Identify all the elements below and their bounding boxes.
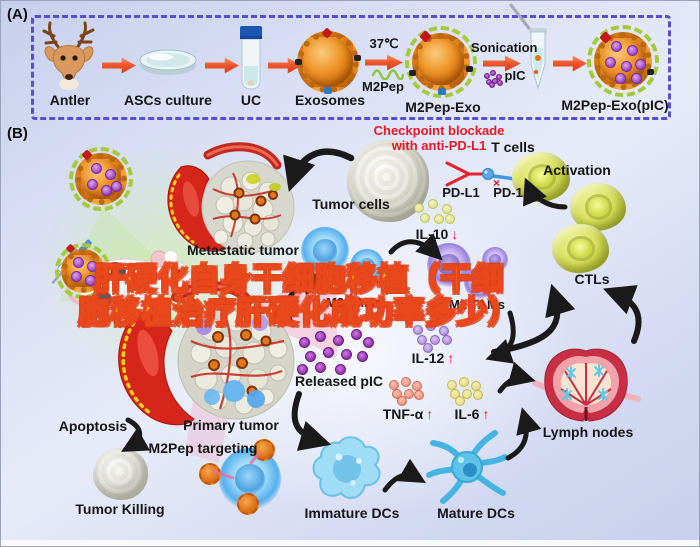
metastatic-tumor-label: Metastatic tumor [186,242,300,258]
lymph-nodes-icon [532,348,641,422]
checkpoint-blockade-label-line1: Checkpoint blockade [373,123,505,138]
released-pic-label: Released pIC [295,373,383,389]
step-label-uc: UC [240,92,262,108]
m2pep-label: M2Pep [362,79,404,94]
pic-label: pIC [504,68,526,83]
step-label-m2pep-exo-pic: M2Pep-Exo(pIC) [561,97,669,113]
exosome-icon [295,27,361,94]
injected-exosome-icon-1 [69,147,133,211]
centrifuge-tube-icon [240,26,262,90]
panel-b-tag: (B) [7,125,28,142]
panel-a-tag: (A) [7,6,28,23]
immature-dcs-label: Immature DCs [304,505,400,521]
t-cells-label: T cells [491,139,535,155]
pd-1-label: PD-1 [493,185,523,200]
mini-exosome-icon-1 [199,463,221,485]
tnf-label: TNF-α ↑ [382,406,434,422]
watermark-text: 肝硬化自身干细胞移植（干细 胞移植治疗肝硬化成功率多少） [19,262,579,330]
metastatic-tumor-icon [167,142,295,254]
mini-exosome-icon-2 [237,493,259,515]
activation-label: Activation [543,162,611,178]
svg-text:×: × [493,176,500,190]
m2pep-targeting-label: M2Pep targeting [148,440,258,456]
checkpoint-blockade-label-line2: with anti-PD-L1 [391,138,487,153]
lymph-nodes-label: Lymph nodes [542,424,634,440]
bottom-margin-strip [1,540,699,546]
anti-pd-l1-antibody-icon: × [445,161,525,190]
step-label-exosomes: Exosomes [294,92,366,108]
sonication-tube-icon [529,28,547,90]
pic-cluster-small [483,69,503,88]
il6-label: IL-6 ↑ [454,406,490,422]
tumor-killing-label: Tumor Killing [75,501,165,517]
il10-cytokine-dots [411,197,457,229]
step-label-ascs-culture: ASCs culture [124,92,212,108]
immature-dc-icon [312,436,381,500]
mature-dc-icon [426,430,508,504]
released-pic-dots [293,327,377,377]
pd-l1-label: PD-L1 [442,185,480,200]
temperature-label: 37℃ [369,36,399,51]
tumor-cells-label: Tumor cells [312,196,390,212]
apoptosis-label: Apoptosis [58,418,128,434]
exosome-m2pep-icon [405,26,477,98]
ctls-label: CTLs [574,271,610,287]
watermark-line1: 肝硬化自身干细胞移植（干细 [94,262,504,297]
apoptotic-tumor-cell-icon [93,448,148,500]
il12-label: IL-12 ↑ [411,350,455,366]
petri-dish-icon [139,49,197,75]
m2pep-peptide-icon [372,69,404,80]
il6-cytokine-dots [445,375,485,407]
primary-tumor-label: Primary tumor [183,417,279,433]
step-label-antler: Antler [49,92,91,108]
panel-a-dashed-border [31,15,671,120]
il10-label: IL-10 ↓ [415,226,459,242]
mature-dcs-label: Mature DCs [437,505,515,521]
exosome-m2pep-pic-icon [587,25,659,97]
sonication-label: Sonication [471,40,538,55]
deer-antler-icon [42,21,95,90]
tnf-cytokine-dots [387,375,425,407]
step-label-m2pep-exo: M2Pep-Exo [405,99,481,115]
watermark-line2: 胞移植治疗肝硬化成功率多少） [78,295,520,330]
